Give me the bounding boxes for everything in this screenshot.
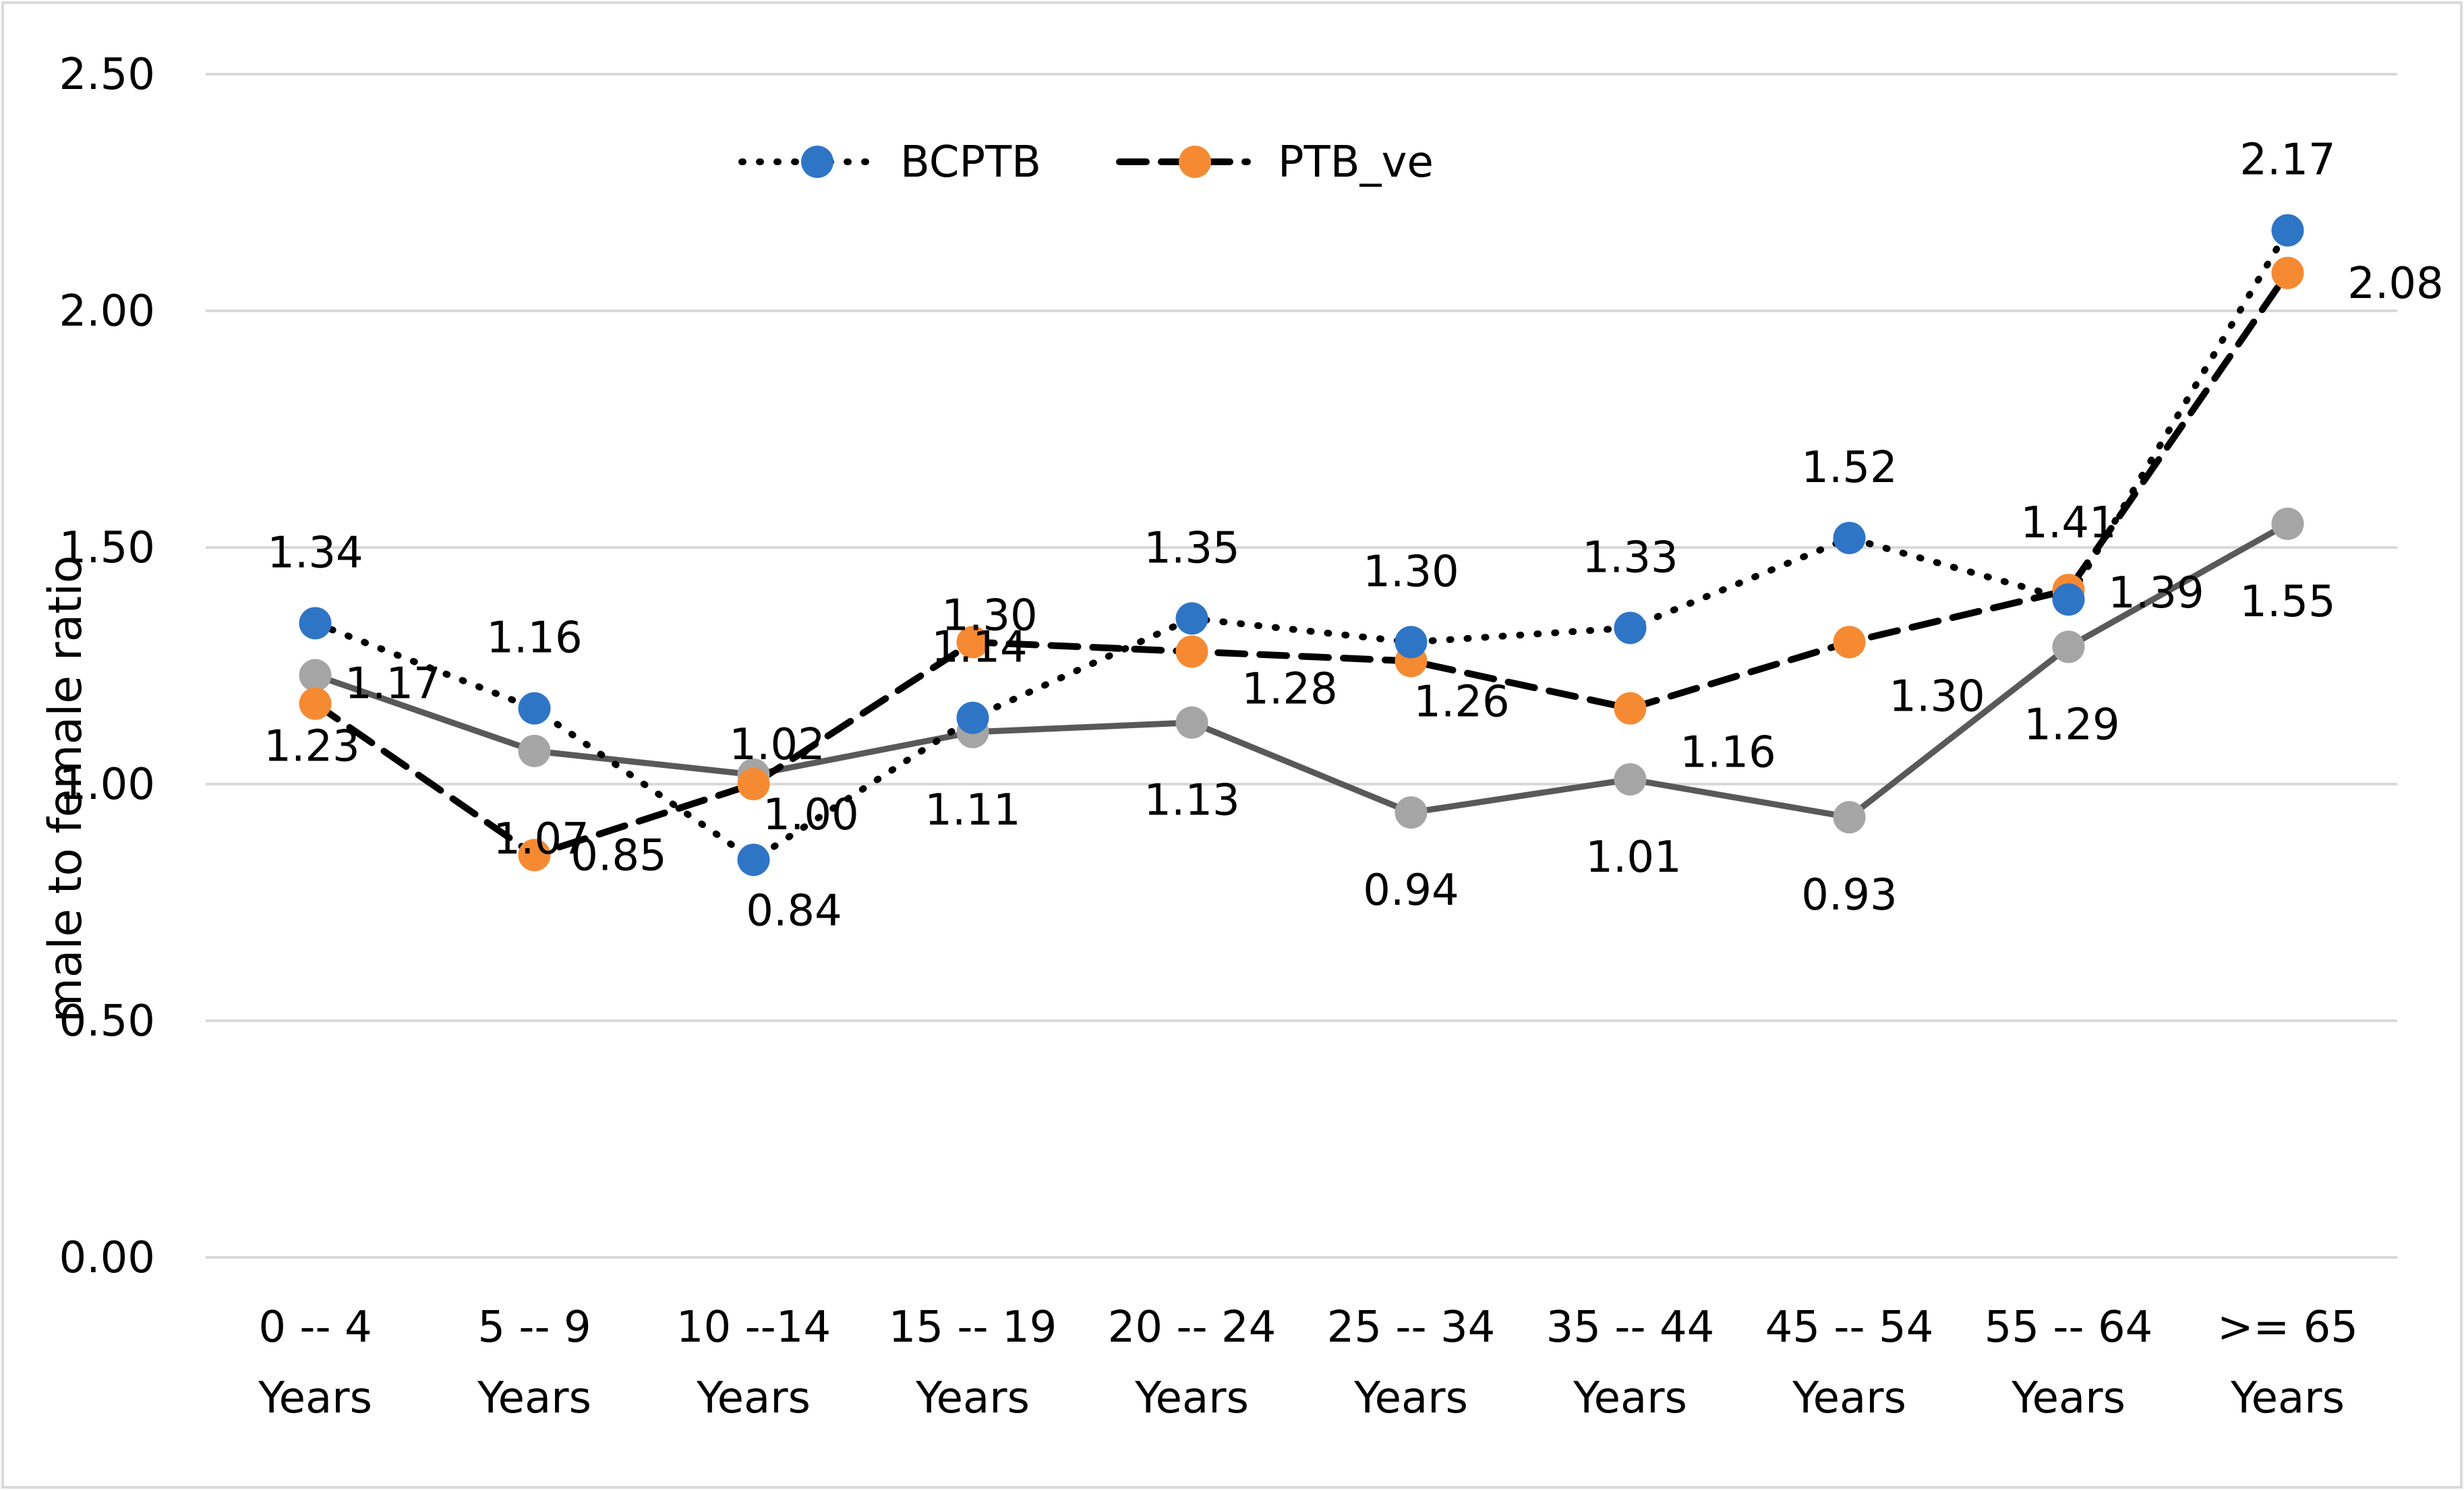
data-point-2 xyxy=(2052,630,2085,663)
data-label: 0.93 xyxy=(1801,870,1898,920)
data-label: 1.16 xyxy=(1680,728,1776,778)
x-tick-label: >= 65 xyxy=(2217,1303,2358,1352)
x-axis: 0 -- 4 Years 5 -- 9 Years 10 --14 Years 15 -- … xyxy=(258,1303,2358,1423)
data-label: 1.41 xyxy=(2020,498,2117,548)
data-point-1 xyxy=(956,626,989,659)
data-point-0 xyxy=(956,701,989,734)
data-point-0 xyxy=(1614,612,1647,645)
x-tick-label: Years xyxy=(1573,1373,1687,1423)
data-label: 0.94 xyxy=(1363,866,1459,916)
x-tick-label: Years xyxy=(2011,1373,2125,1423)
data-point-2 xyxy=(518,734,551,767)
data-label: 1.52 xyxy=(1801,443,1898,493)
data-label: 1.23 xyxy=(264,722,360,772)
y-tick-label: 2.00 xyxy=(59,287,156,336)
data-point-0 xyxy=(737,843,770,876)
data-point-1 xyxy=(518,839,551,872)
gridlines xyxy=(206,73,2397,1259)
legend-marker-0 xyxy=(801,146,833,178)
data-label: 2.08 xyxy=(2347,259,2444,309)
data-label: 1.55 xyxy=(2239,577,2336,627)
data-point-0 xyxy=(299,607,332,640)
x-tick-label: Years xyxy=(696,1373,811,1423)
data-point-2 xyxy=(2271,507,2304,540)
y-axis-title: male to female ratio xyxy=(39,556,92,1023)
data-labels: 1.34 1.16 0.84 1.14 1.35 1.30 1.33 1.52 1.39 2.17… xyxy=(264,136,2444,936)
data-point-2 xyxy=(1614,763,1647,796)
x-tick-label: 55 -- 64 xyxy=(1985,1303,2153,1352)
data-label: 0.84 xyxy=(746,886,842,936)
data-label: 2.17 xyxy=(2239,136,2336,185)
legend-label: PTB_ve xyxy=(1278,138,1434,187)
data-label: 1.35 xyxy=(1144,523,1240,573)
data-label: 1.14 xyxy=(931,623,1028,673)
x-tick-label: Years xyxy=(1792,1373,1906,1423)
x-tick-label: Years xyxy=(258,1373,372,1423)
x-tick-label: 20 -- 24 xyxy=(1108,1303,1277,1352)
series-line-2 xyxy=(312,520,2291,821)
data-point-0 xyxy=(518,692,551,725)
data-point-0 xyxy=(2052,583,2085,616)
data-label: 1.02 xyxy=(729,720,825,770)
y-tick-label: 1.00 xyxy=(59,760,156,810)
data-label: 1.30 xyxy=(1889,672,1985,721)
y-axis-tick-labels: 0.00 0.50 1.00 1.50 2.00 2.50 xyxy=(59,50,156,1283)
x-tick-label: Years xyxy=(1353,1373,1468,1423)
legend-marker-1 xyxy=(1179,146,1211,178)
x-tick-label: 25 -- 34 xyxy=(1327,1303,1496,1352)
data-point-0 xyxy=(2271,214,2304,247)
data-label: 1.33 xyxy=(1582,533,1678,583)
data-label: 1.28 xyxy=(1241,664,1338,714)
x-tick-label: 10 --14 xyxy=(676,1303,831,1352)
data-label: 1.34 xyxy=(267,528,363,578)
data-point-1 xyxy=(1833,626,1866,659)
data-label: 1.26 xyxy=(1413,677,1510,727)
series-line-1 xyxy=(312,269,2291,859)
x-tick-label: Years xyxy=(1134,1373,1249,1423)
y-tick-label: 1.50 xyxy=(59,523,156,573)
data-point-2 xyxy=(299,659,332,692)
data-point-1 xyxy=(1614,692,1647,725)
legend: BCPTB PTB_ve xyxy=(738,138,1434,187)
x-tick-label: 15 -- 19 xyxy=(889,1303,1057,1352)
data-label: 1.11 xyxy=(925,785,1021,835)
legend-label: BCPTB xyxy=(900,138,1041,187)
x-tick-label: 0 -- 4 xyxy=(258,1303,372,1352)
x-tick-label: 5 -- 9 xyxy=(477,1303,591,1352)
data-label: 1.13 xyxy=(1144,776,1240,826)
data-label: 1.29 xyxy=(2024,700,2120,750)
data-point-1 xyxy=(737,768,770,800)
x-tick-label: Years xyxy=(915,1373,1030,1423)
data-point-1 xyxy=(1175,635,1208,668)
data-point-2 xyxy=(1833,801,1866,834)
data-label: 1.30 xyxy=(1363,547,1459,597)
x-tick-label: Years xyxy=(2230,1373,2345,1423)
x-tick-label: 35 -- 44 xyxy=(1546,1303,1715,1352)
x-tick-label: Years xyxy=(477,1373,591,1423)
data-point-0 xyxy=(1395,626,1428,659)
data-label: 1.07 xyxy=(493,814,589,864)
y-tick-label: 2.50 xyxy=(59,50,156,100)
data-label: 1.16 xyxy=(486,614,583,663)
data-label: 1.00 xyxy=(763,790,859,840)
data-point-2 xyxy=(1395,796,1428,829)
x-tick-label: 45 -- 54 xyxy=(1765,1303,1934,1352)
y-tick-label: 0.00 xyxy=(59,1233,156,1283)
series-group xyxy=(299,214,2304,876)
data-label: 1.39 xyxy=(2108,568,2204,618)
data-label: 1.01 xyxy=(1585,833,1682,883)
data-point-0 xyxy=(1175,602,1208,635)
series-line-0 xyxy=(312,227,2291,864)
data-point-2 xyxy=(1175,706,1208,739)
y-tick-label: 0.50 xyxy=(59,996,156,1046)
data-point-1 xyxy=(2271,256,2304,289)
data-label: 0.85 xyxy=(570,831,667,881)
data-label: 1.30 xyxy=(941,591,1038,640)
data-point-0 xyxy=(1833,521,1866,554)
data-label: 1.17 xyxy=(345,659,441,709)
data-point-1 xyxy=(299,687,332,720)
